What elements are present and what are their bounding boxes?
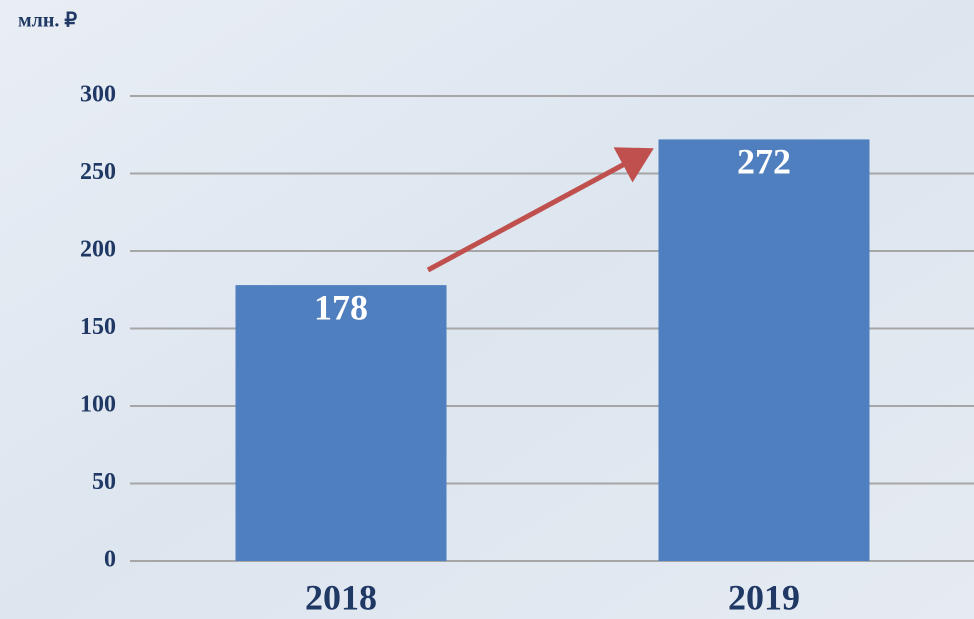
x-tick-label: 2019 xyxy=(728,577,800,617)
data-label: 178 xyxy=(314,287,368,327)
x-tick-label: 2018 xyxy=(305,577,377,617)
bar xyxy=(659,139,870,561)
y-tick-label: 100 xyxy=(80,392,116,418)
y-tick-label: 0 xyxy=(104,547,116,573)
data-label: 272 xyxy=(737,142,791,182)
y-tick-label: 250 xyxy=(80,159,116,185)
y-tick-label: 150 xyxy=(80,314,116,340)
y-tick-label: 200 xyxy=(80,237,116,263)
page: млн. ₽ 0 50 100 150 200 250 300 2018 178 2019 272… xyxy=(0,0,974,619)
chart: млн. ₽ 0 50 100 150 200 250 300 2018 178 2019 272 xyxy=(0,0,974,619)
y-axis-label: млн. ₽ xyxy=(18,10,77,32)
y-tick-label: 300 xyxy=(80,82,116,108)
y-tick-label: 50 xyxy=(92,469,116,495)
